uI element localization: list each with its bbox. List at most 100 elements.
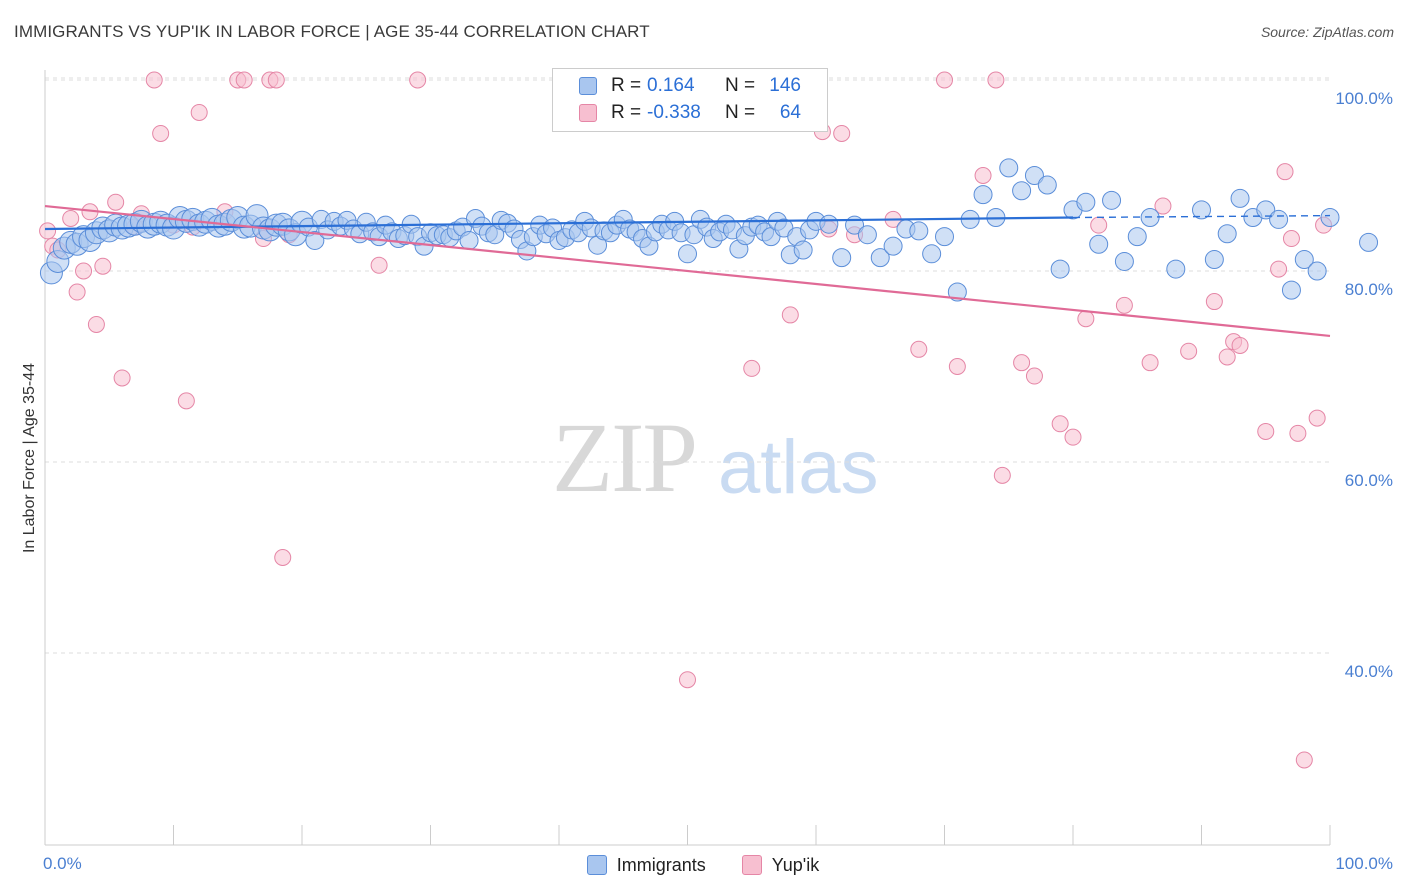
y-tick-label: 40.0% — [1345, 662, 1393, 681]
yupik-point — [987, 71, 1005, 89]
legend-label-yupik: Yup'ik — [771, 854, 820, 875]
immigrants-point — [999, 158, 1019, 178]
yupik-point — [1270, 260, 1288, 278]
immigrants-point — [1281, 280, 1301, 300]
yupik-point — [145, 71, 163, 89]
immigrants-point — [459, 230, 479, 250]
immigrants-point — [832, 248, 852, 268]
yupik-point — [1218, 348, 1236, 366]
yupik-point — [1295, 751, 1313, 769]
immigrants-point — [1012, 181, 1032, 201]
yupik-point — [87, 315, 105, 333]
immigrants-point — [1204, 250, 1224, 270]
yupik-legend-swatch — [741, 855, 762, 875]
legend-row-immigrants: R = 0.164 N = 146 — [579, 73, 801, 99]
immigrants-point — [857, 225, 877, 245]
axes — [44, 70, 1331, 846]
immigrants-point — [909, 221, 929, 241]
y-tick-label: 100.0% — [1335, 89, 1393, 108]
y-tick-label: 60.0% — [1345, 471, 1393, 490]
yupik-point — [910, 340, 928, 358]
r-key: R = — [611, 102, 642, 123]
immigrants-point — [819, 214, 839, 234]
legend-row-yupik: R = -0.338 N = 64 — [579, 100, 801, 126]
yupik-point — [68, 283, 86, 301]
yupik-point — [993, 466, 1011, 484]
legend-label-immigrants: Immigrants — [616, 854, 706, 875]
immigrants-trend-extension — [1072, 214, 1331, 219]
immigrants-point — [1102, 190, 1122, 210]
yupik-point — [974, 167, 992, 184]
legend-item-immigrants[interactable]: Immigrants — [586, 854, 706, 876]
immigrants-point — [1230, 188, 1250, 208]
watermark-atlas: atlas — [718, 425, 879, 510]
r-value-yupik: -0.338 — [647, 102, 701, 123]
series-legend: Immigrants Yup'ik — [0, 852, 1406, 878]
r-key: R = — [611, 75, 642, 96]
x-tick-label-end: 100.0% — [1335, 854, 1393, 873]
yupik-point — [409, 71, 427, 89]
yupik-point — [679, 671, 696, 689]
immigrants-legend-swatch — [586, 855, 607, 875]
yupik-point — [1231, 336, 1249, 354]
immigrants-point — [1294, 250, 1314, 270]
yupik-point — [370, 256, 388, 274]
immigrants-point — [1076, 192, 1096, 212]
n-key: N = — [725, 102, 756, 123]
yupik-point — [39, 222, 57, 240]
chart-title: IMMIGRANTS VS YUP'IK IN LABOR FORCE | AG… — [14, 22, 650, 41]
yupik-point — [948, 358, 966, 375]
yupik-point — [94, 257, 112, 275]
immigrants-point — [1192, 200, 1211, 220]
immigrants-point — [1166, 259, 1186, 279]
yupik-point — [1025, 367, 1043, 385]
x-tick-label-start: 0.0% — [43, 854, 82, 873]
yupik-point — [235, 71, 253, 89]
yupik-point — [62, 209, 80, 227]
yupik-trend-line — [44, 204, 1331, 338]
yupik-point — [190, 103, 208, 121]
yupik-point — [267, 71, 285, 89]
immigrants-points — [39, 158, 1379, 302]
n-key: N = — [725, 75, 756, 96]
yupik-point — [1276, 163, 1294, 181]
immigrants-point — [305, 230, 325, 250]
yupik-swatch — [579, 104, 597, 122]
immigrants-point — [1114, 251, 1134, 271]
yupik-point — [1257, 422, 1275, 440]
grid-lines — [45, 77, 1330, 654]
legend-item-yupik[interactable]: Yup'ik — [741, 854, 820, 876]
yupik-point — [1090, 216, 1108, 234]
yupik-point — [107, 193, 125, 211]
yupik-point — [1064, 428, 1082, 446]
n-value-yupik: 64 — [779, 102, 801, 123]
immigrants-point — [935, 227, 954, 247]
immigrants-point — [1127, 227, 1147, 247]
immigrants-point — [1050, 259, 1070, 279]
yupik-point — [1205, 293, 1223, 311]
immigrants-point — [1359, 232, 1379, 252]
yupik-point — [1154, 197, 1172, 215]
correlation-legend: R = 0.164 N = 146 R = -0.338 N = 64 — [552, 68, 828, 132]
yupik-point — [833, 124, 851, 142]
yupik-point — [1077, 310, 1095, 328]
yupik-point — [113, 369, 131, 387]
immigrants-point — [793, 240, 813, 260]
r-value-immigrants: 0.164 — [647, 75, 695, 96]
immigrants-point — [947, 282, 967, 302]
yupik-point — [177, 392, 195, 410]
tick-labels: 100.0% 80.0% 60.0% 40.0% 0.0% 100.0% — [43, 89, 1393, 873]
yupik-point — [1180, 342, 1198, 360]
immigrants-point — [1089, 234, 1109, 254]
immigrants-point — [883, 236, 903, 256]
yupik-point — [743, 359, 761, 377]
y-tick-label: 80.0% — [1345, 280, 1393, 299]
immigrants-point — [678, 244, 697, 264]
immigrants-point — [1320, 208, 1340, 228]
immigrants-point — [1024, 166, 1044, 185]
immigrants-point — [1256, 200, 1276, 220]
yupik-point — [1141, 354, 1159, 372]
immigrants-point — [1269, 209, 1289, 229]
immigrants-trend-line — [44, 216, 1074, 231]
